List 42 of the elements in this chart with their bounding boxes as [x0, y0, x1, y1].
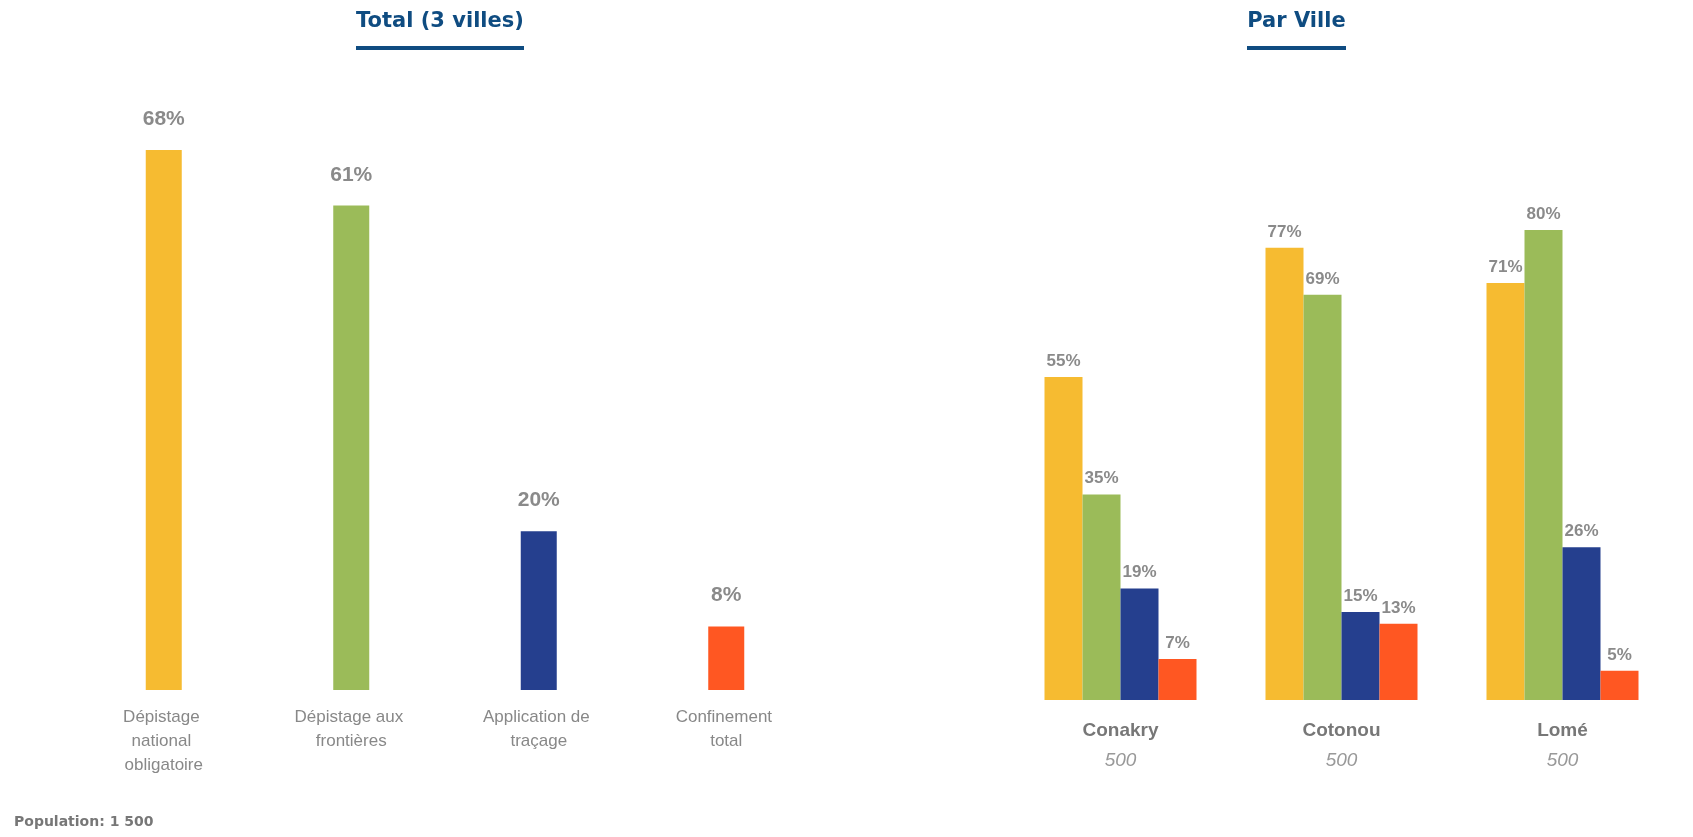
- data-label: 71%: [1488, 256, 1523, 276]
- bar: [1600, 670, 1639, 700]
- bar: [1158, 658, 1197, 700]
- data-label: 15%: [1343, 585, 1378, 605]
- data-label: 20%: [517, 487, 561, 511]
- x-tick-label: Cotonou 500: [1302, 718, 1381, 770]
- bar: [1562, 547, 1601, 700]
- x-tick-label: Application de traçage: [482, 706, 595, 750]
- data-label: 26%: [1564, 521, 1599, 541]
- data-label: 35%: [1084, 468, 1119, 488]
- x-tick-label: Dépistage aux frontières: [294, 706, 408, 750]
- data-label: 5%: [1607, 644, 1632, 664]
- data-label: 7%: [1165, 632, 1190, 652]
- bar: [520, 531, 557, 690]
- data-label: 8%: [711, 582, 742, 606]
- bar: [1379, 623, 1418, 700]
- x-tick-label: Lomé 500: [1537, 718, 1588, 770]
- bar: [333, 205, 370, 690]
- bar: [1486, 282, 1525, 700]
- bar: [1265, 247, 1304, 700]
- data-label: 80%: [1526, 204, 1561, 223]
- bar: [1044, 376, 1083, 700]
- chart-title: Total (3 villes): [356, 8, 524, 50]
- text: Population: 1 500: [14, 813, 154, 829]
- data-label: 61%: [330, 161, 373, 185]
- data-label: 77%: [1267, 221, 1302, 241]
- bar: [145, 150, 182, 690]
- data-label: 69%: [1305, 268, 1340, 288]
- chart-title: Par Ville: [1247, 8, 1346, 50]
- x-tick-label: Dépistage national obligatoire: [123, 706, 205, 774]
- data-label: 68%: [142, 106, 186, 129]
- bar: [1341, 611, 1380, 700]
- data-label: 13%: [1381, 597, 1416, 617]
- x-tick-label: Confinement total: [675, 706, 777, 750]
- x-tick-label: Conakry 500: [1082, 718, 1159, 770]
- data-label: 55%: [1046, 350, 1081, 370]
- bar: [1120, 588, 1159, 700]
- bar: [1524, 230, 1563, 700]
- bar: [708, 626, 745, 690]
- bar: [1082, 494, 1121, 700]
- data-label: 19%: [1122, 562, 1157, 582]
- bar: [1303, 294, 1342, 700]
